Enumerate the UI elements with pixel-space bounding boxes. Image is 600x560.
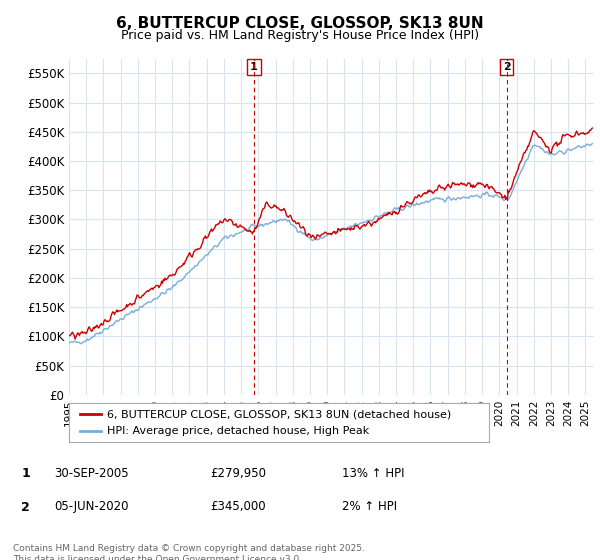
Text: 6, BUTTERCUP CLOSE, GLOSSOP, SK13 8UN: 6, BUTTERCUP CLOSE, GLOSSOP, SK13 8UN bbox=[116, 16, 484, 31]
Text: Price paid vs. HM Land Registry's House Price Index (HPI): Price paid vs. HM Land Registry's House … bbox=[121, 29, 479, 42]
Text: Contains HM Land Registry data © Crown copyright and database right 2025.
This d: Contains HM Land Registry data © Crown c… bbox=[13, 544, 365, 560]
Text: 2: 2 bbox=[503, 62, 511, 72]
Text: 05-JUN-2020: 05-JUN-2020 bbox=[54, 500, 128, 514]
Text: £279,950: £279,950 bbox=[210, 466, 266, 480]
Text: 2% ↑ HPI: 2% ↑ HPI bbox=[342, 500, 397, 514]
Text: 1: 1 bbox=[250, 62, 258, 72]
Text: 2: 2 bbox=[22, 501, 30, 514]
Text: 30-SEP-2005: 30-SEP-2005 bbox=[54, 466, 128, 480]
Text: £345,000: £345,000 bbox=[210, 500, 266, 514]
Text: 13% ↑ HPI: 13% ↑ HPI bbox=[342, 466, 404, 480]
Text: 6, BUTTERCUP CLOSE, GLOSSOP, SK13 8UN (detached house): 6, BUTTERCUP CLOSE, GLOSSOP, SK13 8UN (d… bbox=[107, 409, 451, 419]
Text: HPI: Average price, detached house, High Peak: HPI: Average price, detached house, High… bbox=[107, 426, 369, 436]
Text: 1: 1 bbox=[22, 467, 30, 480]
